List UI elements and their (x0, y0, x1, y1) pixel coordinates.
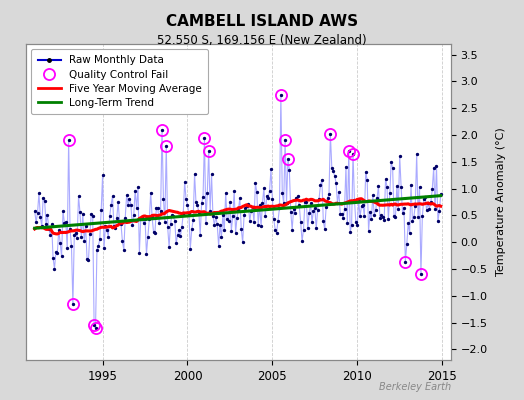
Text: 52.550 S, 169.156 E (New Zealand): 52.550 S, 169.156 E (New Zealand) (157, 34, 367, 47)
Y-axis label: Temperature Anomaly (°C): Temperature Anomaly (°C) (496, 128, 506, 276)
Legend: Raw Monthly Data, Quality Control Fail, Five Year Moving Average, Long-Term Tren: Raw Monthly Data, Quality Control Fail, … (31, 49, 208, 114)
Text: Berkeley Earth: Berkeley Earth (378, 382, 451, 392)
Text: CAMBELL ISLAND AWS: CAMBELL ISLAND AWS (166, 14, 358, 29)
